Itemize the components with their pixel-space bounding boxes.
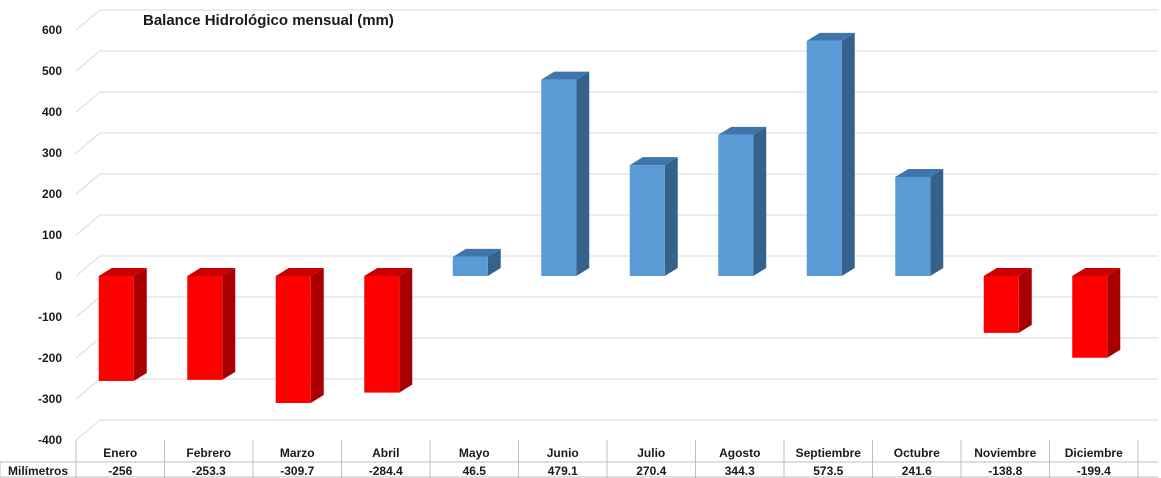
bar-top-diciembre: [1072, 268, 1121, 276]
chart-title: Balance Hidrológico mensual (mm): [143, 12, 394, 29]
bar-side-enero: [133, 268, 147, 381]
y-tick-label: -300: [38, 392, 62, 406]
category-label: Agosto: [719, 446, 760, 460]
gridline-depth: [75, 9, 101, 31]
bar-side-octubre: [930, 168, 944, 276]
bar-abril: [364, 276, 400, 393]
bar-marzo: [275, 276, 311, 403]
bar-mayo: [452, 256, 488, 276]
bar-top-octubre: [895, 168, 944, 177]
bar-top-agosto: [718, 126, 767, 135]
gridline-depth: [75, 378, 101, 400]
category-label: Octubre: [894, 446, 940, 460]
y-tick-label: -400: [38, 433, 62, 447]
bar-top-noviembre: [983, 268, 1032, 276]
category-label: Abril: [372, 446, 399, 460]
bar-side-abril: [399, 268, 413, 393]
bar-top-marzo: [275, 268, 324, 276]
gridline-depth: [75, 132, 101, 154]
bar-side-mayo: [487, 248, 501, 276]
category-label: Junio: [547, 446, 579, 460]
value-label: 46.5: [463, 464, 487, 478]
value-label: 241.6: [902, 464, 932, 478]
bar-side-febrero: [222, 268, 236, 380]
bar-side-junio: [576, 71, 590, 276]
category-label: Septiembre: [796, 446, 862, 460]
bar-top-abril: [364, 268, 413, 276]
bar-top-septiembre: [806, 32, 855, 41]
value-label: 479.1: [548, 464, 578, 478]
bar-enero: [98, 276, 134, 381]
y-tick-label: 200: [42, 187, 62, 201]
gridline-depth: [75, 337, 101, 359]
y-tick-label: 500: [42, 64, 62, 78]
value-label: -284.4: [369, 464, 403, 478]
value-label: 573.5: [813, 464, 843, 478]
bar-top-febrero: [187, 268, 236, 276]
gridline-depth: [75, 296, 101, 318]
gridline-depth: [75, 214, 101, 236]
category-label: Febrero: [186, 446, 231, 460]
bar-octubre: [895, 176, 931, 276]
bar-septiembre: [806, 40, 842, 276]
value-label: -138.8: [988, 464, 1022, 478]
bar-side-septiembre: [841, 32, 855, 276]
gridline-depth: [75, 91, 101, 113]
bar-noviembre: [983, 276, 1019, 333]
gridline-depth: [75, 173, 101, 195]
bar-side-noviembre: [1018, 268, 1032, 333]
gridline-depth: [75, 50, 101, 72]
value-label: -199.4: [1077, 464, 1111, 478]
y-tick-label: 0: [55, 269, 62, 283]
category-label: Diciembre: [1065, 446, 1123, 460]
bar-diciembre: [1072, 276, 1108, 358]
y-tick-label: 400: [42, 105, 62, 119]
bar-side-marzo: [310, 268, 324, 403]
bar-side-agosto: [753, 126, 767, 276]
y-tick-label: 600: [42, 23, 62, 37]
bar-top-mayo: [452, 248, 501, 257]
value-label: -256: [108, 464, 132, 478]
category-label: Noviembre: [974, 446, 1036, 460]
y-tick-label: -200: [38, 351, 62, 365]
value-label: -253.3: [192, 464, 226, 478]
y-tick-label: -100: [38, 310, 62, 324]
bar-julio: [629, 165, 665, 276]
gridline-depth: [75, 255, 101, 277]
value-label: 270.4: [636, 464, 666, 478]
value-label: 344.3: [725, 464, 755, 478]
bar-side-diciembre: [1107, 268, 1121, 358]
table-series-name: Milímetros: [8, 464, 68, 478]
value-label: -309.7: [280, 464, 314, 478]
gridline-depth: [75, 419, 101, 441]
bar-febrero: [187, 276, 223, 380]
bar-side-julio: [664, 157, 678, 276]
category-label: Julio: [637, 446, 665, 460]
bar-top-julio: [629, 157, 678, 166]
y-tick-label: 100: [42, 228, 62, 242]
category-label: Mayo: [459, 446, 490, 460]
bar-agosto: [718, 134, 754, 276]
bar-junio: [541, 79, 577, 276]
bar-top-enero: [98, 268, 147, 276]
category-label: Enero: [103, 446, 137, 460]
y-tick-label: 300: [42, 146, 62, 160]
category-label: Marzo: [280, 446, 315, 460]
bar-top-junio: [541, 71, 590, 80]
